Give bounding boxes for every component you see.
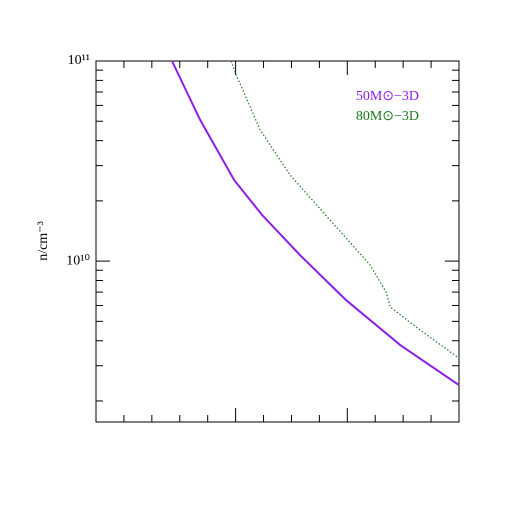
y-tick-label: 10¹⁰ xyxy=(66,253,90,268)
legend-entry: 50M⊙−3D xyxy=(356,89,419,104)
y-axis-label: n/cm⁻³ xyxy=(36,221,51,261)
plot-frame xyxy=(95,60,460,423)
series-line xyxy=(230,60,460,359)
legend-entry: 80M⊙−3D xyxy=(356,109,419,124)
series-line xyxy=(171,60,460,386)
y-tick-label: 10¹¹ xyxy=(68,53,90,68)
